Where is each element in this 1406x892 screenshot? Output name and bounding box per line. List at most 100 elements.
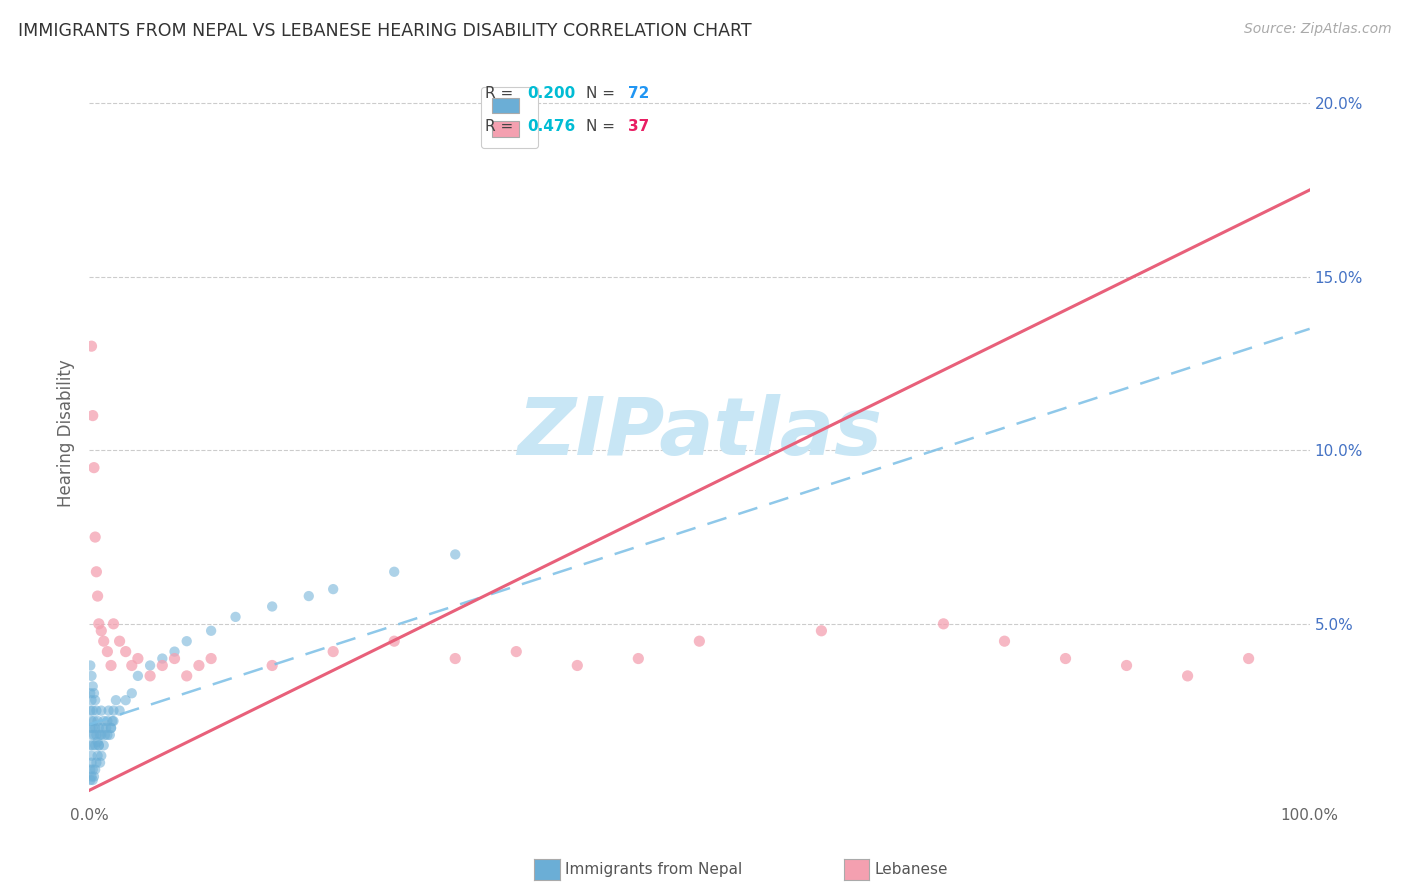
Point — [103, 616, 125, 631]
Point — [1054, 651, 1077, 665]
Point — [86, 565, 108, 579]
Point — [84, 763, 107, 777]
Point — [1237, 651, 1260, 665]
Point — [80, 748, 103, 763]
Point — [84, 530, 107, 544]
Point — [86, 714, 108, 728]
Point — [1115, 658, 1137, 673]
Point — [200, 651, 222, 665]
Point — [382, 565, 405, 579]
Point — [86, 589, 108, 603]
Point — [444, 548, 467, 562]
Point — [84, 739, 107, 753]
Point — [100, 721, 122, 735]
Point — [83, 714, 105, 728]
Point — [83, 728, 105, 742]
Text: N =: N = — [586, 120, 620, 134]
Point — [79, 658, 101, 673]
Point — [993, 634, 1015, 648]
Text: Immigrants from Nepal: Immigrants from Nepal — [565, 863, 742, 877]
Point — [83, 686, 105, 700]
Text: R =: R = — [485, 87, 519, 101]
Point — [86, 756, 108, 770]
Point — [100, 721, 122, 735]
Point — [79, 739, 101, 753]
Point — [90, 748, 112, 763]
Point — [89, 728, 111, 742]
Point — [114, 693, 136, 707]
Point — [96, 728, 118, 742]
Text: N =: N = — [586, 87, 620, 101]
Text: 72: 72 — [628, 87, 650, 101]
Point — [932, 616, 955, 631]
Point — [82, 704, 104, 718]
Point — [382, 634, 405, 648]
Text: R =: R = — [485, 120, 519, 134]
Point — [104, 693, 127, 707]
Point — [108, 704, 131, 718]
Text: 37: 37 — [628, 120, 650, 134]
Text: IMMIGRANTS FROM NEPAL VS LEBANESE HEARING DISABILITY CORRELATION CHART: IMMIGRANTS FROM NEPAL VS LEBANESE HEARIN… — [18, 22, 752, 40]
Point — [127, 651, 149, 665]
Point — [82, 763, 104, 777]
Point — [87, 721, 110, 735]
Point — [94, 728, 117, 742]
Point — [82, 409, 104, 423]
Point — [89, 756, 111, 770]
Point — [627, 651, 650, 665]
Point — [80, 728, 103, 742]
Point — [82, 739, 104, 753]
Point — [225, 610, 247, 624]
Point — [103, 704, 125, 718]
Point — [96, 721, 118, 735]
Point — [79, 704, 101, 718]
Point — [96, 644, 118, 658]
Point — [86, 728, 108, 742]
Point — [163, 651, 186, 665]
Point — [187, 658, 209, 673]
Point — [505, 644, 527, 658]
Point — [86, 748, 108, 763]
Point — [87, 739, 110, 753]
Point — [93, 739, 115, 753]
Point — [262, 658, 284, 673]
Point — [86, 704, 108, 718]
Point — [298, 589, 321, 603]
Point — [93, 714, 115, 728]
Point — [80, 770, 103, 784]
Point — [84, 721, 107, 735]
Point — [103, 714, 125, 728]
Point — [108, 634, 131, 648]
Point — [80, 669, 103, 683]
Point — [79, 772, 101, 787]
Point — [163, 644, 186, 658]
Point — [200, 624, 222, 638]
Point — [101, 714, 124, 728]
Point — [79, 686, 101, 700]
Point — [96, 714, 118, 728]
Point — [150, 651, 173, 665]
Point — [322, 644, 344, 658]
Point — [83, 460, 105, 475]
Point — [176, 669, 198, 683]
Point — [139, 658, 162, 673]
Point — [322, 582, 344, 596]
Point — [80, 714, 103, 728]
Text: Lebanese: Lebanese — [875, 863, 948, 877]
Point — [810, 624, 832, 638]
Point — [87, 739, 110, 753]
Point — [688, 634, 710, 648]
Text: 0.200: 0.200 — [527, 87, 575, 101]
Point — [79, 763, 101, 777]
Point — [567, 658, 589, 673]
Point — [114, 644, 136, 658]
Point — [82, 772, 104, 787]
Point — [121, 686, 143, 700]
Point — [97, 704, 120, 718]
Point — [150, 658, 173, 673]
Legend: , : , — [481, 87, 537, 148]
Point — [1177, 669, 1199, 683]
Point — [444, 651, 467, 665]
Point — [262, 599, 284, 614]
Y-axis label: Hearing Disability: Hearing Disability — [58, 359, 75, 507]
